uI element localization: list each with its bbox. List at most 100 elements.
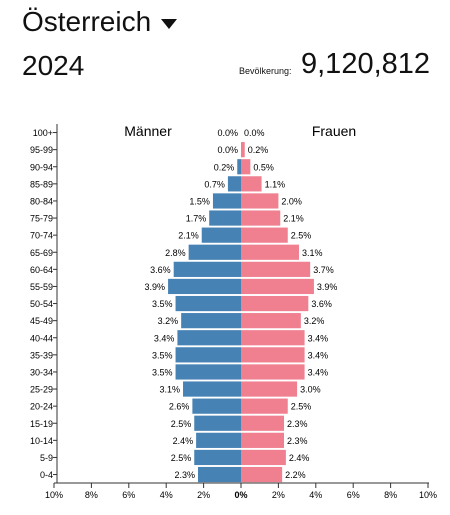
x-tick-label: 8% — [384, 490, 397, 500]
labels-layer: 2.3% 2.2% 0-4 2.5% 2.4% 5-9 2.4% 2.3% 10-14 2.5% 2… — [30, 123, 356, 480]
age-tick-label: 85-89 — [30, 179, 53, 189]
bar-maenner — [237, 159, 241, 175]
population-label: Bevölkerung: — [239, 66, 292, 76]
data-label: 2.3% — [174, 470, 195, 480]
data-label: 0.0% — [244, 128, 265, 138]
bar-maenner — [188, 244, 241, 260]
bar-frauen — [241, 449, 286, 466]
age-tick-label: 95-99 — [30, 145, 53, 155]
data-label: 2.5% — [291, 231, 312, 241]
data-label: 3.1% — [302, 248, 323, 258]
age-tick-label: 35-39 — [30, 350, 53, 360]
country-name: Österreich — [22, 6, 152, 37]
bar-maenner — [192, 398, 241, 414]
age-tick-label: 25-29 — [30, 385, 53, 395]
population-value: 9,120,812 — [301, 48, 431, 80]
age-tick-label: 60-64 — [30, 265, 53, 275]
x-tick-label: 6% — [122, 490, 135, 500]
data-label: 2.5% — [171, 453, 192, 463]
data-label: 2.1% — [283, 214, 304, 224]
data-label: 2.5% — [171, 419, 192, 429]
data-label: 0.5% — [253, 162, 274, 172]
data-label: 2.5% — [291, 402, 312, 412]
bar-maenner — [177, 330, 241, 346]
data-label: 3.4% — [154, 333, 175, 343]
bar-frauen — [241, 364, 305, 380]
data-label: 0.2% — [248, 145, 269, 155]
data-label: 1.5% — [189, 196, 210, 206]
data-label: 2.3% — [287, 419, 308, 429]
x-tick-label: 10% — [45, 490, 63, 500]
age-tick-label: 45-49 — [30, 316, 53, 326]
data-label: 3.7% — [313, 265, 334, 275]
data-label: 2.3% — [287, 436, 308, 446]
data-label: 3.0% — [300, 385, 321, 395]
bar-maenner — [197, 466, 241, 483]
data-label: 2.1% — [178, 231, 199, 241]
year-label: 2024 — [22, 50, 85, 81]
age-tick-label: 30-34 — [30, 367, 53, 377]
age-tick-label: 0-4 — [40, 470, 53, 480]
x-tick-label: 2% — [272, 490, 285, 500]
caret-down-icon[interactable] — [161, 19, 178, 29]
age-tick-label: 20-24 — [30, 402, 53, 412]
data-label: 3.6% — [311, 299, 332, 309]
bar-frauen — [241, 313, 301, 329]
series-name-frauen: Frauen — [312, 123, 356, 139]
data-label: 2.4% — [173, 436, 194, 446]
axes-layer: 10% 8% 6% 4% 2% 0% 2% 4% 6% 8% 10% — [45, 124, 437, 500]
age-tick-label: 100+ — [33, 128, 53, 138]
bar-maenner — [181, 313, 241, 329]
x-tick-label: 0% — [234, 490, 247, 500]
bar-maenner — [209, 210, 241, 226]
bar-frauen — [241, 381, 298, 397]
bar-maenner — [212, 193, 241, 209]
data-label: 1.1% — [265, 179, 286, 189]
x-tick-label: 6% — [347, 490, 360, 500]
data-label: 3.2% — [304, 316, 325, 326]
data-label: 0.2% — [214, 162, 235, 172]
country-selector[interactable]: Österreich — [22, 4, 178, 40]
bar-frauen — [241, 159, 251, 175]
age-tick-label: 55-59 — [30, 282, 53, 292]
age-tick-label: 5-9 — [40, 453, 53, 463]
data-label: 3.5% — [152, 367, 173, 377]
series-name-maenner: Männer — [124, 123, 172, 139]
data-label: 2.4% — [289, 453, 310, 463]
age-tick-label: 50-54 — [30, 299, 53, 309]
bar-maenner — [175, 347, 241, 363]
data-label: 2.2% — [285, 470, 306, 480]
bar-frauen — [241, 278, 314, 295]
age-tick-label: 80-84 — [30, 196, 53, 206]
bar-maenner — [183, 381, 241, 397]
age-tick-label: 15-19 — [30, 419, 53, 429]
data-label: 2.6% — [169, 402, 190, 412]
bar-frauen — [241, 142, 245, 158]
age-tick-label: 65-69 — [30, 248, 53, 258]
bar-frauen — [241, 244, 299, 260]
bar-frauen — [241, 210, 281, 226]
bar-maenner — [168, 278, 241, 295]
data-label: 1.7% — [186, 214, 207, 224]
bar-frauen — [241, 466, 283, 483]
data-label: 3.9% — [317, 282, 338, 292]
x-tick-label: 8% — [85, 490, 98, 500]
data-label: 2.0% — [281, 196, 302, 206]
bar-frauen — [241, 193, 279, 209]
bar-maenner — [201, 227, 241, 243]
bar-maenner — [194, 449, 241, 466]
age-tick-label: 40-44 — [30, 333, 53, 343]
data-label: 0.0% — [217, 145, 238, 155]
data-label: 0.7% — [204, 179, 225, 189]
x-tick-label: 2% — [197, 490, 210, 500]
data-label: 2.8% — [165, 248, 186, 258]
age-tick-label: 90-94 — [30, 162, 53, 172]
data-label: 3.4% — [308, 333, 329, 343]
bar-frauen — [241, 347, 305, 363]
bar-maenner — [227, 176, 241, 192]
x-tick-label: 4% — [160, 490, 173, 500]
bar-frauen — [241, 415, 285, 431]
bar-frauen — [241, 398, 288, 414]
age-tick-label: 70-74 — [30, 231, 53, 241]
